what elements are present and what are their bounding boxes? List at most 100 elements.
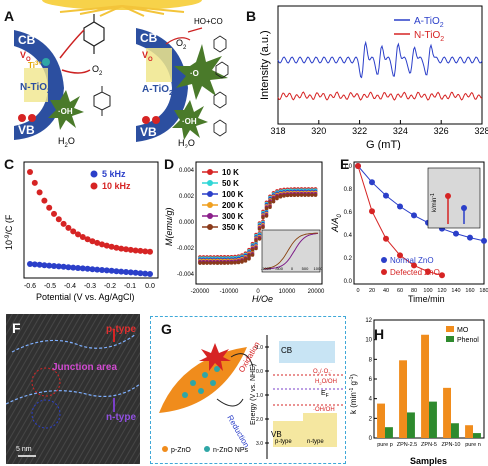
intermediate-molecules-icon: [213, 35, 229, 137]
h-ytick-label: 6: [369, 377, 373, 383]
e-ytick-label: 0.8: [344, 187, 353, 193]
c-red-point: [118, 245, 125, 252]
left-oh-star-icon: [48, 90, 84, 130]
n-type-label: n-type: [106, 412, 136, 423]
d-ytick-label: -0.002: [177, 246, 195, 252]
c-blue-point: [84, 265, 91, 272]
panel-a: A CB VB N-TiO2 VO Ti3+ O2: [0, 0, 238, 148]
d-inset-loop: [263, 233, 319, 270]
h-bar-mo: [399, 360, 407, 438]
h-bar-mo: [377, 403, 385, 438]
d-curve-point: [271, 197, 276, 201]
c-blue-point: [118, 268, 125, 275]
panel-b: B Intensity (a.u.) G (mT) 318 320 322 324 32…: [242, 0, 488, 150]
scale-bar-label: 5 nm: [16, 446, 32, 453]
inset-ylabel: k/min-1: [430, 193, 438, 212]
h-ytick-label: 12: [365, 318, 372, 324]
c-red-point: [127, 246, 134, 253]
c-xtick-label: -0.2: [104, 283, 116, 290]
e-ytick-label: 0.2: [344, 256, 353, 262]
d-curve-point: [310, 193, 314, 197]
d-ytick-label: -0.004: [177, 272, 195, 278]
panel-c-mott-schottky-plot: 10-9/C (F Potential (V vs. Ag/AgCl) -0.6…: [4, 161, 159, 302]
d-curve-point: [208, 261, 213, 265]
panel-h: H k (min-1 g-1) Samples 0 2 4 6 8 10 12 pure p…: [346, 312, 488, 466]
panel-d: D M(emu/g) H/Oe 0.004 0.002 0.000 -0.002 -0.…: [160, 150, 326, 304]
d-inset-tick-label: 500: [302, 266, 309, 271]
c-red-point: [113, 244, 120, 251]
d-curve-point: [299, 193, 304, 197]
reduction-label: Reduction: [225, 414, 251, 450]
h-ytick-label: 2: [369, 416, 373, 422]
d-legend-marker: [207, 191, 213, 197]
d-curve-point: [268, 200, 272, 205]
right-o2-label: O2: [176, 38, 187, 51]
d-ytick-label: 0.004: [179, 168, 195, 174]
c-xtick-label: -0.3: [84, 283, 96, 290]
e-xtick-label: 60: [397, 288, 403, 294]
d-curve-point: [278, 194, 283, 199]
panel-c-label: C: [4, 156, 15, 172]
sun-rays-icon: [42, 0, 202, 17]
d-curve-point: [219, 261, 223, 265]
right-vb-label: VB: [140, 125, 157, 139]
d-curve-point: [303, 193, 307, 197]
e-xtick-label: 100: [423, 288, 432, 294]
c-red-point: [51, 210, 57, 217]
panel-b-ylabel: Intensity (a.u.): [259, 30, 271, 100]
h2o-couple-label: H2O/OH: [315, 379, 337, 386]
d-curve-point: [205, 261, 209, 265]
c-blue-point: [27, 261, 33, 267]
c-red-point: [79, 233, 86, 240]
o2-couple-label: O2/·O2-: [313, 367, 332, 376]
h-ytick-label: 10: [365, 338, 372, 344]
left-cb-label: CB: [18, 33, 36, 47]
d-curve-point: [250, 247, 255, 252]
right-products-label: HO+CO: [194, 17, 223, 26]
panel-g-band-diagram: Oxidation Reduction p-ZnO n-ZnO NPs Ener…: [159, 335, 345, 459]
c-blue-point: [65, 264, 72, 271]
c-red-point: [132, 247, 139, 254]
panel-h-xlabel: Samples: [410, 456, 447, 466]
h-category-label: ZPN-5: [421, 442, 437, 448]
panel-a-scheme: CB VB N-TiO2 VO Ti3+ O2 ·OH H2O CB VB A-…: [14, 0, 229, 148]
panel-c-xlabel: Potential (V vs. Ag/AgCl): [36, 292, 135, 302]
panel-d-magnetization-plot: M(emu/g) H/Oe 0.004 0.002 0.000 -0.002 -0.00…: [164, 161, 325, 304]
d-curve-point: [243, 259, 248, 263]
c-red-point: [89, 238, 96, 245]
d-curve-point: [261, 225, 265, 230]
h-bar-phenol: [385, 427, 393, 438]
chlorophenol-icon: [93, 86, 111, 116]
d-curve-point: [282, 194, 286, 198]
c-red-point: [60, 220, 67, 227]
d-curve-point: [254, 246, 258, 251]
panel-b-epr-plot: Intensity (a.u.) G (mT) 318 320 322 324 326 3…: [259, 5, 488, 150]
d-xtick-label: -20000: [191, 289, 210, 295]
c-blue-point: [79, 265, 86, 272]
c-blue-point: [127, 269, 134, 276]
d-curve-point: [261, 215, 265, 220]
d-curve-point: [250, 253, 255, 257]
n-tio2-spectrum: [277, 91, 483, 101]
c-blue-point: [89, 266, 96, 273]
d-xtick-label: 20000: [308, 289, 325, 295]
h-bar-phenol: [451, 423, 459, 438]
d-legend-marker: [207, 213, 213, 219]
c-red-point: [46, 204, 53, 211]
legend-10khz: 10 kHz: [102, 181, 131, 191]
d-inset-tick-label: -500: [275, 266, 284, 271]
d-curve-point: [254, 238, 258, 243]
e-ytick-label: 0.6: [344, 210, 353, 216]
legend-phenol: Phenol: [457, 337, 479, 344]
left-core-label: N-TiO2: [20, 82, 51, 95]
b-xtick-label: 322: [352, 126, 367, 136]
c-red-point: [55, 216, 62, 223]
c-blue-point: [31, 261, 38, 268]
e-xtick-label: 120: [437, 288, 446, 294]
legend-mo: MO: [457, 327, 469, 334]
d-curve-point: [313, 193, 318, 197]
e-xtick-label: 140: [451, 288, 460, 294]
g-ytick-label: 1.0: [256, 393, 263, 399]
c-blue-point: [123, 269, 129, 275]
e-ytick-label: 0.0: [344, 279, 353, 285]
